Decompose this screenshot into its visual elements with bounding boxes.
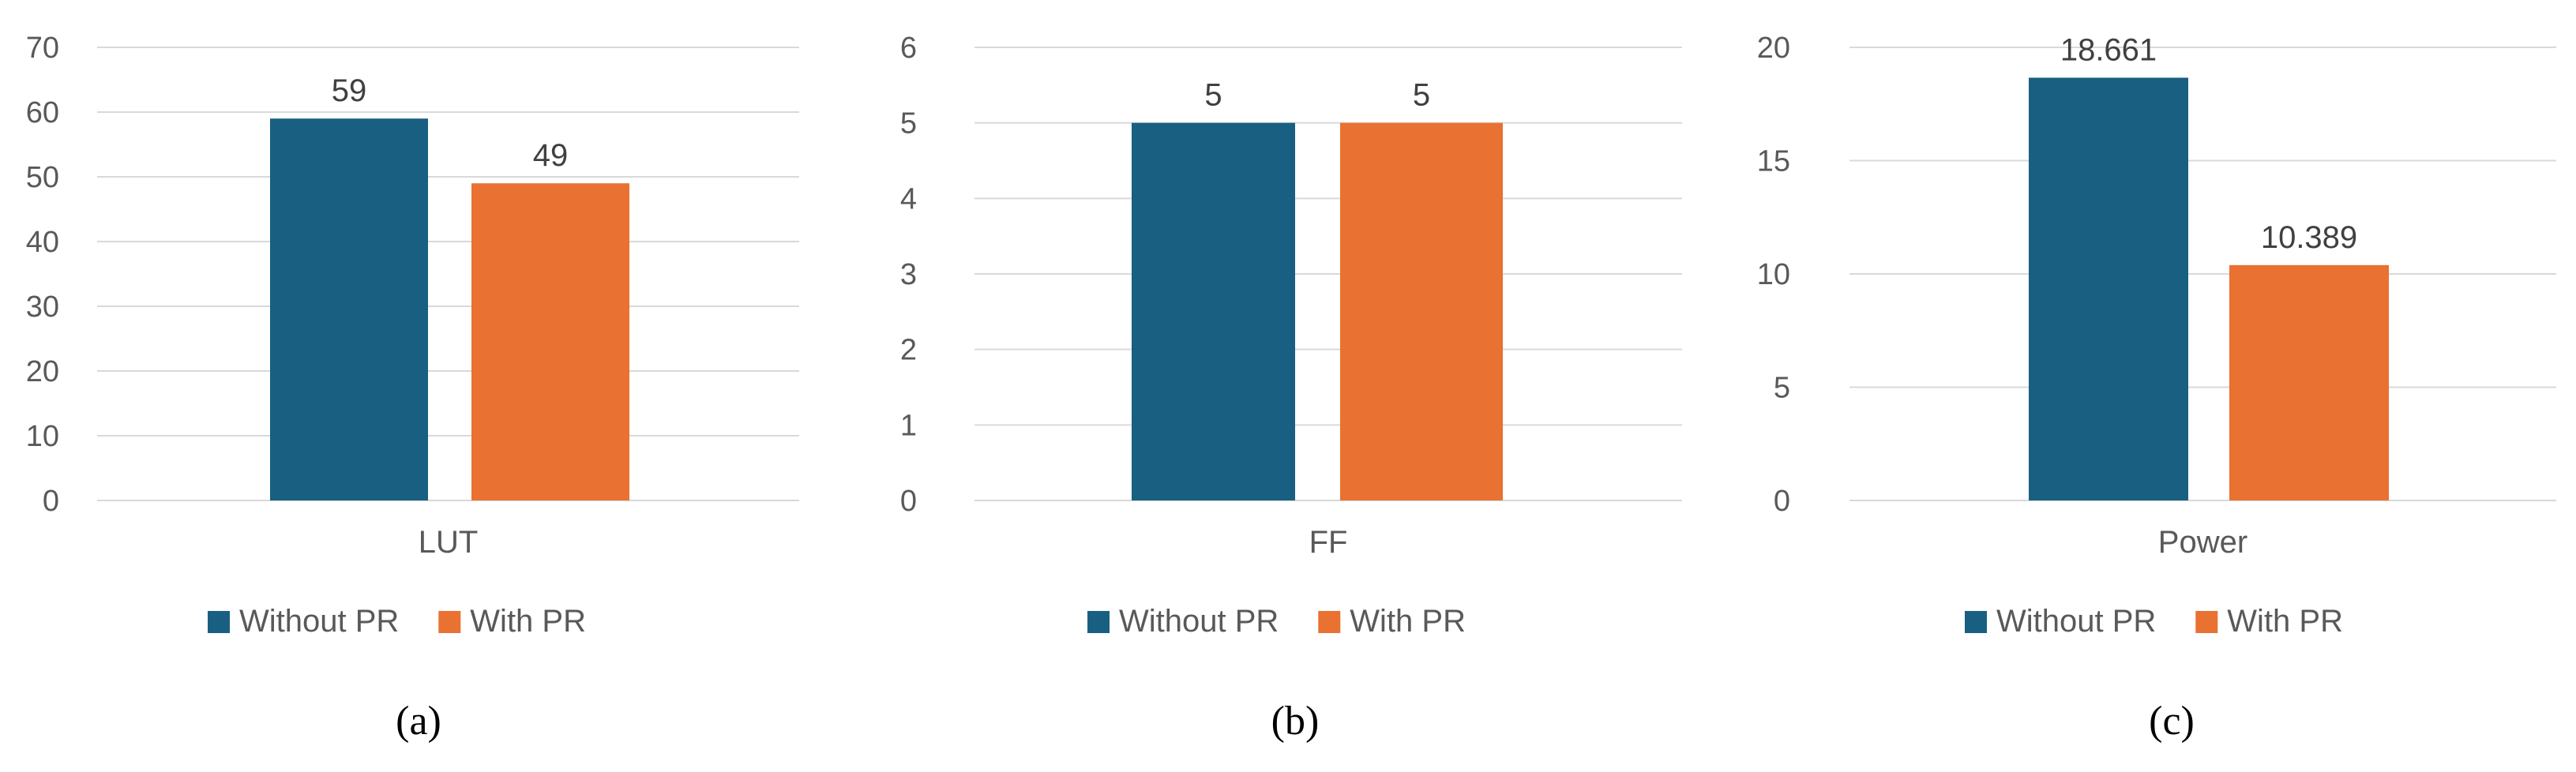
- data-label: 49: [533, 138, 569, 173]
- y-tick-label: 0: [1774, 485, 1790, 518]
- y-tick-label: 2: [900, 334, 917, 367]
- y-tick-label: 20: [1757, 32, 1790, 65]
- data-label: 5: [1204, 78, 1222, 113]
- bar-with-pr: [471, 183, 629, 500]
- legend-swatch: [1087, 611, 1110, 633]
- legend: Without PR With PR: [1087, 604, 1466, 639]
- panel-caption: (c): [2149, 699, 2195, 744]
- category-label: FF: [1309, 525, 1348, 560]
- data-label: 18.661: [2060, 32, 2157, 67]
- category-label: LUT: [419, 525, 479, 560]
- legend-label: With PR: [470, 604, 586, 639]
- y-tick-label: 0: [900, 485, 917, 518]
- data-label: 10.389: [2261, 220, 2357, 255]
- legend-swatch: [438, 611, 461, 633]
- legend-swatch: [2195, 611, 2218, 633]
- legend-label: With PR: [2227, 604, 2343, 639]
- chart-panel-2: 0 1 2 3 4 5 6 5 5 FF Without PR With PR (b): [900, 32, 1682, 744]
- legend-label: Without PR: [239, 604, 399, 639]
- y-tick-label: 40: [26, 226, 59, 259]
- y-tick-label: 5: [900, 107, 917, 141]
- y-tick-label: 10: [26, 420, 59, 453]
- y-tick-label: 70: [26, 32, 59, 65]
- y-tick-label: 1: [900, 409, 917, 442]
- legend-label: Without PR: [1996, 604, 2156, 639]
- panel-caption: (b): [1271, 699, 1320, 744]
- bar-without-pr: [270, 118, 428, 500]
- bar-without-pr: [1132, 122, 1295, 500]
- legend-label: Without PR: [1119, 604, 1279, 639]
- category-label: Power: [2158, 525, 2247, 560]
- legend: Without PR With PR: [1965, 604, 2343, 639]
- y-tick-label: 0: [43, 485, 59, 518]
- y-tick-label: 50: [26, 161, 59, 194]
- bar-without-pr: [2029, 77, 2188, 500]
- panel-caption: (a): [396, 699, 441, 744]
- legend-swatch: [208, 611, 230, 633]
- legend-swatch: [1965, 611, 1987, 633]
- data-label: 59: [332, 73, 367, 108]
- y-tick-label: 10: [1757, 258, 1790, 291]
- y-tick-label: 4: [900, 182, 917, 215]
- bar-with-pr: [2229, 264, 2389, 500]
- chart-panel-1: 0 10 20 30 40 50 60 70 59 49 LUT Without PR With PR (…: [26, 32, 799, 744]
- y-tick-label: 20: [26, 355, 59, 388]
- y-tick-label: 30: [26, 290, 59, 324]
- y-tick-label: 60: [26, 96, 59, 129]
- y-tick-label: 6: [900, 32, 917, 65]
- chart-panel-3: 0 5 10 15 20 18.661 10.389 Power Without PR With …: [1757, 32, 2556, 744]
- data-label: 5: [1413, 78, 1430, 113]
- bar-with-pr: [1340, 122, 1503, 500]
- y-tick-label: 5: [1774, 372, 1790, 405]
- legend-label: With PR: [1350, 604, 1466, 639]
- legend: Without PR With PR: [208, 604, 586, 639]
- legend-swatch: [1318, 611, 1341, 633]
- y-tick-label: 15: [1757, 145, 1790, 178]
- y-tick-label: 3: [900, 258, 917, 291]
